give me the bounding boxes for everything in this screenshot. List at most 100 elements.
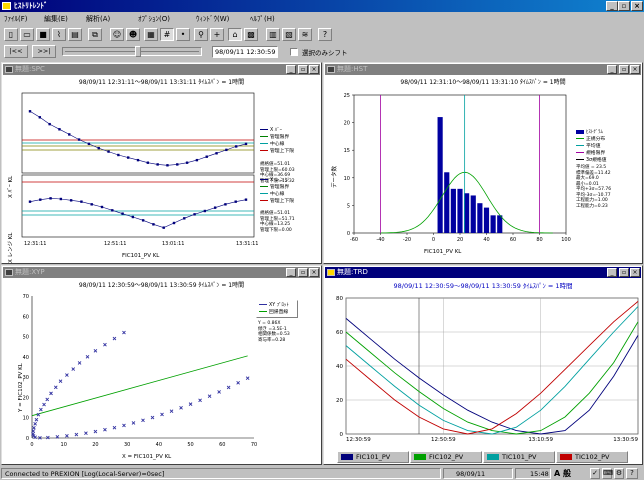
spc-xbar-point [58,128,61,131]
xyp-legend: XY ﾌﾟﾛｯﾄ 回帰直線 [256,300,298,318]
spc-header: 98/09/11 12:31:11～98/09/11 13:31:11 ﾀｲﾑｽ… [78,79,245,86]
spc-xtick-label: 13:01:11 [162,241,184,247]
xyp-xtick-label: 60 [219,442,225,448]
close-button[interactable]: × [309,65,319,74]
menu-file[interactable]: ﾌｧｲﾙ(F) [4,15,28,23]
spc-bottom-legend-row: X レンジ [260,177,294,184]
grid-icon[interactable]: ▦ [144,28,158,41]
open-folder-icon[interactable]: ▭ [20,28,34,41]
close-button[interactable]: × [630,268,640,277]
hist-bar [477,203,483,233]
tab-tic102[interactable]: TIC102_PV [556,451,628,463]
menu-edit[interactable]: 編集(E) [44,15,68,23]
grid-lines-icon[interactable]: # [160,28,174,41]
save-icon[interactable]: ■ [36,28,50,41]
help-icon[interactable]: ? [318,28,332,41]
chart-icon[interactable]: ▧ [282,28,296,41]
slider-thumb[interactable] [135,46,141,57]
close-button[interactable]: × [630,65,640,74]
hist-ylabel: データ数 [330,165,338,188]
histogram-icon[interactable]: ▥ [266,28,280,41]
tab-fic102[interactable]: FIC102_PV [410,451,482,463]
spc-xbar-point [117,153,120,157]
xyp-point [85,355,90,359]
xyp-regression-line [31,355,248,417]
close-button[interactable]: × [631,1,643,11]
hist-xtick-label: -20 [403,237,411,243]
next-button[interactable]: >>| [32,45,56,58]
legend-label: ﾋｽﾄｸﾞﾗﾑ [586,130,603,135]
spc-range-point [203,209,207,213]
xyp-stats: Y = 0.86X 傾き =3.5E-1 相関係数=0.53 寄与率=0.28 [258,321,290,343]
trd-ytick-label: 60 [336,330,343,336]
trd-title-bar: 無題:TRD _ ▫ × [325,267,641,278]
lock-icon[interactable]: ⌂ [228,28,242,41]
hist-bar [457,188,463,233]
copy-icon[interactable]: ⧉ [88,28,102,41]
spc-xbar-point [146,161,150,164]
xyp-ytick-label: 50 [23,335,29,341]
prev-button[interactable]: |<< [4,45,28,58]
legend-label: 管理限界 [270,185,290,190]
spc-range-point [234,200,237,203]
spc-icon[interactable]: ≋ [298,28,312,41]
minimize-button[interactable]: _ [607,65,617,74]
smiley-alt-icon[interactable]: ☻ [126,28,140,41]
xyp-legend-row: XY ﾌﾟﾛｯﾄ [259,302,295,309]
hist-window: 無題:HST _ ▫ × 98/09/11 12:31:10～98/09/11 … [323,62,643,264]
crosshair-icon[interactable]: + [210,28,224,41]
xyp-point [141,418,145,423]
point-icon[interactable]: • [176,28,190,41]
new-file-icon[interactable]: ▯ [4,28,18,41]
legend-label: XY ﾌﾟﾛｯﾄ [269,303,289,308]
menu-help[interactable]: ﾍﾙﾌﾟ(H) [250,15,275,23]
ime-help-icon[interactable]: ? [626,468,638,479]
spc-range-point [69,199,73,202]
print-icon[interactable]: ▤ [68,28,82,41]
xyp-xtick-label: 70 [251,442,257,448]
maximize-button[interactable]: ▫ [619,65,629,74]
hist-bar [470,195,476,233]
menu-analysis[interactable]: 解析(A) [86,15,111,23]
fic102-swatch [414,454,426,460]
xyp-point [150,415,155,420]
shift-checkbox[interactable] [290,48,298,56]
ime-indicator[interactable]: A 般 [554,469,571,478]
minimize-button[interactable]: _ [286,65,296,74]
smiley-icon[interactable]: ☺ [110,28,124,41]
menu-window[interactable]: ｳｨﾝﾄﾞｳ(W) [196,15,230,23]
ime-tool-icon[interactable]: ⌨ [602,468,614,479]
spc-xbar-point [28,110,32,113]
close-button[interactable]: × [309,268,319,277]
hist-ytick-label: 0 [347,231,350,237]
maximize-button[interactable]: ▫ [619,268,629,277]
time-slider[interactable] [62,46,202,57]
menu-options[interactable]: ｵﾌﾟｼｮﾝ(O) [138,15,170,23]
spc-range-point [111,209,114,212]
image-icon[interactable]: ▩ [244,28,258,41]
fic101-swatch [341,454,353,460]
legend-swatch [576,145,584,146]
tab-tic101[interactable]: TIC101_PV [483,451,555,463]
datetime-field[interactable]: 98/09/11 12:30:59 [212,46,278,58]
spc-range-point [59,197,63,201]
hist-stats: 平均値 = 23.5 標準偏差=11.42 最大=69.0 最小=0.01 平均… [576,165,612,209]
hist-ytick-label: 5 [347,203,350,209]
zoom-icon[interactable]: ⚲ [194,28,208,41]
ime-config-icon[interactable]: ⚙ [614,468,624,479]
maximize-button[interactable]: ▫ [298,65,308,74]
spc-xbar-point [195,158,199,162]
hist-legend-row: 平均値 [576,143,606,150]
maximize-button[interactable]: ▫ [618,1,630,11]
tab-fic101[interactable]: FIC101_PV [337,451,409,463]
xyp-ytick-label: 40 [23,355,29,361]
minimize-button[interactable]: _ [607,268,617,277]
spc-range-point [100,205,104,209]
minimize-button[interactable]: _ [606,1,618,11]
legend-swatch [259,304,267,305]
trd-xtick-label: 12:50:59 [431,437,456,443]
maximize-button[interactable]: ▫ [298,268,308,277]
minimize-button[interactable]: _ [286,268,296,277]
attach-icon[interactable]: ⌇ [52,28,66,41]
ime-mode-icon[interactable]: ✓ [590,468,600,479]
